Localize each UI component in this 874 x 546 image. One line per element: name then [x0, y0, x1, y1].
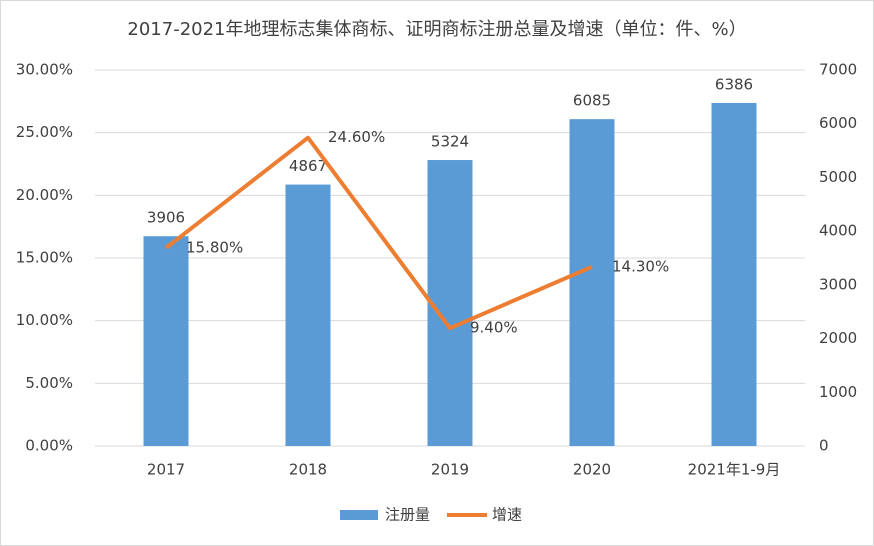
bar [143, 236, 189, 446]
x-tick-label: 2018 [289, 461, 327, 479]
y-tick-label: 10.00% [16, 311, 73, 329]
line-value-label: 15.80% [186, 238, 243, 256]
x-tick-label: 2020 [573, 461, 611, 479]
bar-value-label: 6085 [573, 92, 611, 110]
legend-swatch [340, 510, 378, 520]
x-tick-label: 2021年1-9月 [688, 461, 781, 479]
y2-tick-label: 1000 [819, 383, 857, 401]
y-tick-label: 5.00% [25, 374, 73, 392]
legend-label: 增速 [492, 506, 522, 524]
y-tick-label: 30.00% [16, 61, 73, 79]
x-tick-label: 2019 [431, 461, 469, 479]
y2-tick-label: 3000 [819, 275, 857, 293]
bar [711, 102, 757, 447]
bar-value-label: 5324 [431, 133, 469, 151]
y-tick-label: 0.00% [25, 437, 73, 455]
bar [285, 184, 331, 446]
y-tick-label: 15.00% [16, 249, 73, 267]
y-tick-label: 25.00% [16, 123, 73, 141]
y2-tick-label: 5000 [819, 168, 857, 186]
y-tick-label: 20.00% [16, 186, 73, 204]
x-tick-label: 2017 [147, 461, 185, 479]
legend-label: 注册量 [385, 506, 430, 524]
bar [569, 119, 615, 447]
bar-value-label: 6386 [715, 75, 753, 93]
line-value-label: 9.40% [470, 319, 518, 337]
y2-tick-label: 2000 [819, 329, 857, 347]
bar [427, 160, 473, 446]
line [164, 135, 593, 331]
y2-tick-label: 4000 [819, 222, 857, 240]
y2-tick-label: 7000 [819, 61, 857, 79]
line-value-label: 14.30% [612, 257, 669, 275]
y2-tick-label: 0 [819, 437, 829, 455]
chart-title: 2017-2021年地理标志集体商标、证明商标注册总量及增速（单位：件、%） [127, 19, 746, 40]
bar-value-label: 3906 [147, 209, 185, 227]
y2-tick-label: 6000 [819, 114, 857, 132]
bar-value-label: 4867 [289, 157, 327, 175]
line-value-label: 24.60% [328, 128, 385, 146]
